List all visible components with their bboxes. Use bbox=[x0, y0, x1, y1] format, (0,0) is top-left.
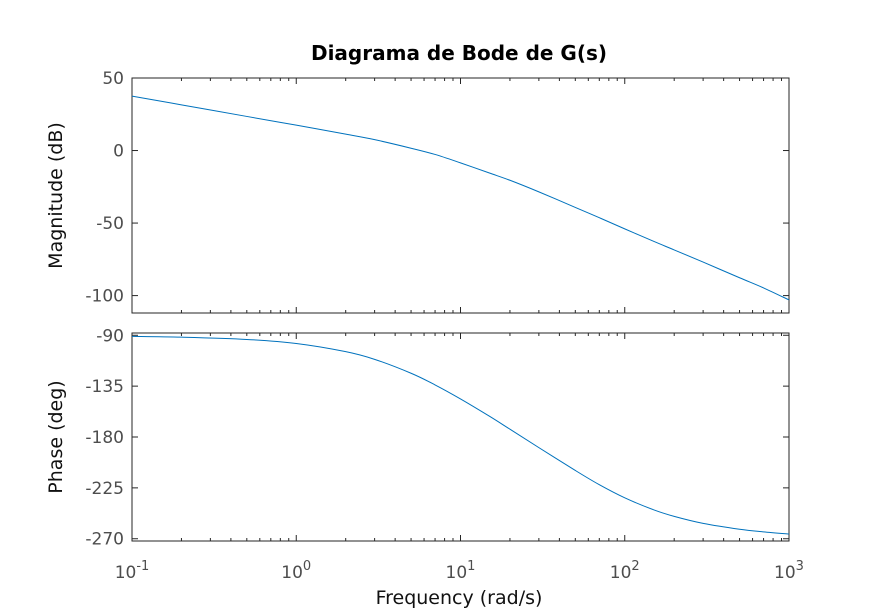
magnitude-y-tick-label: 0 bbox=[113, 142, 124, 162]
x-tick-label: 101 bbox=[446, 559, 476, 583]
magnitude-panel: 50 0 -50 -100 Magnitude (dB) bbox=[45, 69, 790, 314]
phase-axes-box bbox=[131, 332, 790, 542]
x-tick-label: 102 bbox=[610, 559, 640, 583]
phase-y-tick-label: -180 bbox=[85, 428, 124, 448]
x-tick-label: 103 bbox=[774, 559, 804, 583]
phase-panel: -90 -135 -180 -225 -270 Phase (deg) bbox=[45, 326, 790, 550]
phase-y-tick-label: -90 bbox=[96, 326, 124, 346]
magnitude-series-line bbox=[131, 95, 790, 301]
magnitude-y-tick-label: -100 bbox=[85, 287, 124, 307]
phase-y-axis-label: Phase (deg) bbox=[45, 380, 67, 493]
x-tick-label: 100 bbox=[281, 559, 311, 583]
x-tick-label: 10-1 bbox=[115, 559, 150, 583]
phase-series-line bbox=[131, 335, 790, 535]
phase-y-tick-label: -270 bbox=[85, 530, 124, 550]
magnitude-y-tick-label: -50 bbox=[96, 214, 124, 234]
magnitude-y-axis-label: Magnitude (dB) bbox=[45, 122, 67, 269]
magnitude-y-tick-label: 50 bbox=[102, 69, 124, 89]
x-axis-label: Frequency (rad/s) bbox=[376, 587, 543, 609]
phase-y-tick-label: -135 bbox=[85, 377, 124, 397]
phase-y-tick-label: -225 bbox=[85, 479, 124, 499]
chart-title: Diagrama de Bode de G(s) bbox=[311, 41, 607, 65]
